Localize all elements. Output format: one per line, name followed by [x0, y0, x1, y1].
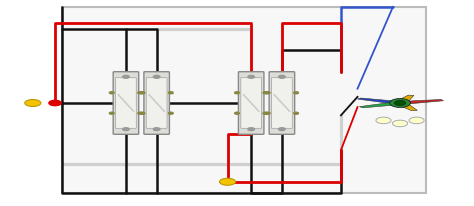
- Bar: [62, 7, 426, 193]
- FancyBboxPatch shape: [146, 78, 167, 128]
- Circle shape: [109, 92, 114, 94]
- Circle shape: [138, 92, 143, 94]
- Circle shape: [140, 92, 145, 94]
- Circle shape: [123, 128, 129, 131]
- Circle shape: [394, 101, 406, 105]
- FancyBboxPatch shape: [116, 78, 137, 128]
- Circle shape: [279, 128, 285, 131]
- Circle shape: [168, 112, 173, 114]
- Circle shape: [409, 117, 424, 124]
- FancyBboxPatch shape: [113, 72, 139, 134]
- Circle shape: [235, 112, 239, 114]
- Circle shape: [279, 75, 285, 78]
- Circle shape: [219, 178, 236, 185]
- Circle shape: [235, 92, 239, 94]
- Circle shape: [138, 112, 143, 114]
- FancyBboxPatch shape: [241, 78, 262, 128]
- Circle shape: [168, 92, 173, 94]
- Circle shape: [392, 120, 408, 127]
- Circle shape: [154, 75, 160, 78]
- Circle shape: [154, 128, 160, 131]
- Circle shape: [49, 100, 61, 106]
- Circle shape: [263, 92, 268, 94]
- Circle shape: [265, 112, 270, 114]
- Polygon shape: [397, 95, 414, 102]
- FancyBboxPatch shape: [272, 78, 292, 128]
- Circle shape: [294, 92, 299, 94]
- Circle shape: [123, 75, 129, 78]
- Polygon shape: [397, 104, 418, 111]
- Polygon shape: [406, 99, 444, 104]
- Circle shape: [109, 112, 114, 114]
- Polygon shape: [359, 103, 396, 108]
- FancyBboxPatch shape: [144, 72, 169, 134]
- Circle shape: [263, 112, 268, 114]
- Circle shape: [376, 117, 391, 124]
- Circle shape: [390, 98, 410, 108]
- Circle shape: [248, 128, 255, 131]
- FancyBboxPatch shape: [238, 72, 264, 134]
- Circle shape: [25, 99, 41, 107]
- Circle shape: [248, 75, 255, 78]
- Circle shape: [140, 112, 145, 114]
- Circle shape: [294, 112, 299, 114]
- Circle shape: [265, 92, 270, 94]
- Polygon shape: [357, 98, 396, 103]
- FancyBboxPatch shape: [269, 72, 295, 134]
